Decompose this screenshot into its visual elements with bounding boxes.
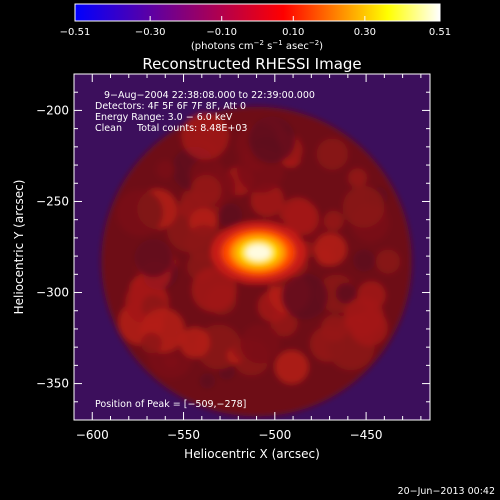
emission-blob	[190, 174, 222, 206]
emission-blob	[199, 373, 216, 389]
x-tick-label: −450	[350, 428, 383, 442]
emission-blob	[179, 327, 210, 358]
axis-ticks: −600 −550 −500 −450 −200 −250 −300 −350	[36, 73, 430, 442]
emission-blob	[191, 267, 237, 312]
y-tick-label: −350	[36, 377, 69, 391]
emission-blob	[348, 168, 367, 188]
colorbar-tick-label: 0.10	[282, 27, 304, 38]
emission-blob	[316, 138, 349, 170]
annotation-clean: Clean Total counts: 8.48E+03	[95, 123, 247, 134]
colorbar-tick-label: −0.51	[60, 27, 91, 38]
x-axis-label: Heliocentric X (arcsec)	[184, 447, 320, 461]
emission-blob	[343, 297, 384, 337]
emission-blob	[134, 239, 173, 278]
emission-blob	[140, 332, 162, 354]
x-tick-label: −550	[167, 428, 200, 442]
emission-blob	[321, 315, 348, 342]
emission-blob	[181, 112, 229, 160]
emission-blob	[375, 249, 401, 274]
y-tick-label: −200	[36, 103, 69, 117]
emission-blob	[217, 202, 243, 228]
emission-blob	[323, 210, 344, 231]
y-tick-label: −300	[36, 286, 69, 300]
emission-blob	[281, 273, 328, 320]
annotation-peak: Position of Peak = [−509,−278]	[95, 399, 246, 410]
emission-blob	[116, 189, 163, 236]
emission-blob	[177, 200, 195, 217]
emission-blob	[156, 160, 175, 179]
x-tick-label: −600	[76, 428, 109, 442]
annotation-energy: Energy Range: 3.0 − 6.0 keV	[95, 112, 233, 123]
plot-frame	[73, 73, 431, 421]
annotation-time: 9−Aug−2004 22:38:08.000 to 22:39:00.000	[104, 90, 315, 101]
footer-date: 20−Jun−2013 00:42	[398, 486, 495, 497]
colorbar-tick-label: 0.51	[429, 27, 451, 38]
x-tick-label: −500	[258, 428, 291, 442]
emission-blob	[274, 350, 309, 384]
chart-title: Reconstructed RHESSI Image	[142, 55, 361, 73]
image-area	[74, 74, 430, 420]
emission-blob	[284, 200, 319, 236]
heatmap-blobs	[101, 106, 412, 417]
colorbar-tick-label: −0.30	[135, 27, 166, 38]
colorbar	[74, 3, 441, 22]
annotation-detectors: Detectors: 4F 5F 6F 7F 8F, Att 0	[95, 101, 246, 112]
emission-blob	[314, 233, 347, 266]
emission-blob	[352, 249, 376, 272]
emission-blob	[335, 282, 357, 304]
colorbar-unit-label: (photons cm−2 s−1 asec−2)	[191, 39, 323, 52]
colorbar-ticks: −0.51 −0.30 −0.10 0.10 0.30 0.51	[60, 16, 451, 38]
emission-blob	[342, 186, 385, 228]
colorbar-tick-label: 0.30	[354, 27, 376, 38]
emission-blob	[240, 324, 280, 364]
colorbar-tick-label: −0.10	[206, 27, 237, 38]
peak-emission	[245, 244, 272, 261]
emission-blob	[248, 116, 296, 164]
y-tick-label: −250	[36, 194, 69, 208]
y-axis-label: Heliocentric Y (arcsec)	[12, 180, 26, 315]
